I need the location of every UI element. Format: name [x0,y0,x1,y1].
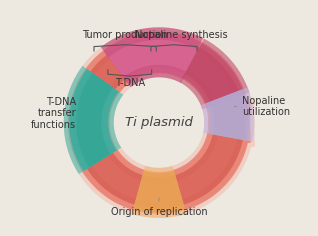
Text: Tumor production: Tumor production [82,30,168,40]
Text: T-DNA: T-DNA [115,78,145,88]
Text: Nopaline
utilization: Nopaline utilization [234,96,290,117]
Text: Ti plasmid: Ti plasmid [125,116,193,129]
Text: Origin of replication: Origin of replication [111,198,207,217]
Text: Nopaline synthesis: Nopaline synthesis [135,30,227,40]
Text: T-DNA
transfer
functions: T-DNA transfer functions [31,97,84,130]
